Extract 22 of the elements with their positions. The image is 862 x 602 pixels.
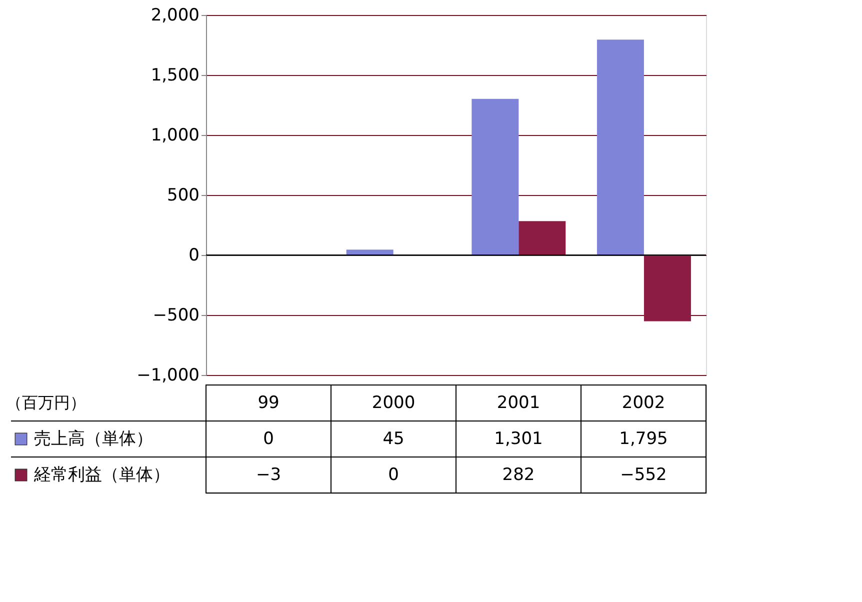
y-tick-label: −1,000 — [136, 366, 200, 386]
x-tick-label: 2000 — [372, 393, 416, 413]
y-tick-label: 500 — [167, 186, 200, 206]
text: （百万円） — [6, 393, 86, 412]
x-tick-label: 2001 — [496, 393, 540, 413]
data-label: −3 — [256, 465, 282, 485]
data-label: 45 — [382, 429, 404, 449]
y-tick-label: 0 — [188, 246, 200, 266]
data-label: 1,795 — [619, 429, 668, 449]
data-label: 1,301 — [494, 429, 543, 449]
x-tick-label: 2002 — [622, 393, 666, 413]
legend-label: 売上高（単体） — [34, 429, 153, 449]
y-tick-label: −500 — [152, 306, 200, 326]
y-tick-label: 1,000 — [150, 126, 200, 146]
data-label: 282 — [502, 465, 535, 485]
data-label: −552 — [620, 465, 667, 485]
x-tick-label: 99 — [258, 393, 280, 413]
legend-label: 経常利益（単体） — [33, 465, 170, 485]
y-tick-label: 2,000 — [150, 6, 200, 26]
y-tick-label: 1,500 — [150, 66, 200, 86]
data-label: 0 — [263, 429, 274, 449]
data-label: 0 — [388, 465, 399, 485]
